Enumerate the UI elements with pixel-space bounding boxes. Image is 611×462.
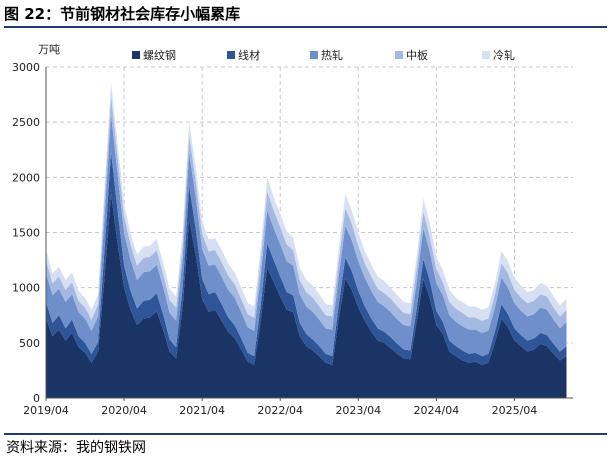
x-tick-label: 2021/04 xyxy=(179,404,225,417)
y-axis-unit-label: 万吨 xyxy=(38,43,60,56)
area-series-3 xyxy=(46,114,567,357)
source-note: 资料来源：我的钢铁网 xyxy=(6,440,146,456)
y-tick-label: 2000 xyxy=(12,171,40,184)
top-rule xyxy=(4,26,607,28)
y-tick-label: 1000 xyxy=(12,282,40,295)
area-series-2 xyxy=(46,151,567,365)
legend: 螺纹钢 线材 热轧 中板 冷轧 xyxy=(132,48,515,62)
legend-swatch xyxy=(482,51,490,59)
bottom-rule xyxy=(4,433,607,435)
legend-swatch xyxy=(132,51,140,59)
legend-label: 螺纹钢 xyxy=(143,48,176,62)
area-series-5 xyxy=(46,82,567,321)
legend-swatch xyxy=(227,51,235,59)
legend-label: 热轧 xyxy=(321,48,343,62)
y-tick-label: 500 xyxy=(19,337,40,350)
legend-label: 冷轧 xyxy=(493,48,515,62)
area-series-1 xyxy=(46,193,567,398)
x-tick-label: 2023/04 xyxy=(335,404,381,417)
x-tick-labels: 2019/04 2020/04 2021/04 2022/04 2023/04 2024/… xyxy=(23,398,537,417)
x-tick-label: 2020/04 xyxy=(101,404,147,417)
legend-swatch xyxy=(310,51,318,59)
y-tick-label: 0 xyxy=(33,392,40,405)
x-tick-label: 2024/04 xyxy=(414,404,460,417)
legend-label: 中板 xyxy=(406,48,428,62)
area-series-4 xyxy=(46,95,567,333)
y-tick-label: 3000 xyxy=(12,61,40,74)
axes xyxy=(45,67,573,399)
x-tick-label: 2022/04 xyxy=(257,404,303,417)
legend-swatch xyxy=(395,51,403,59)
y-tick-labels: 0 500 1000 1500 2000 2500 3000 xyxy=(12,61,40,405)
y-tick-label: 2500 xyxy=(12,116,40,129)
area-series xyxy=(46,82,567,398)
x-tick-label: 2019/04 xyxy=(23,404,69,417)
x-tick-label: 2025/04 xyxy=(492,404,538,417)
figure-title: 图 22：节前钢材社会库存小幅累库 xyxy=(4,5,241,23)
legend-label: 线材 xyxy=(238,48,260,62)
y-tick-label: 1500 xyxy=(12,227,40,240)
